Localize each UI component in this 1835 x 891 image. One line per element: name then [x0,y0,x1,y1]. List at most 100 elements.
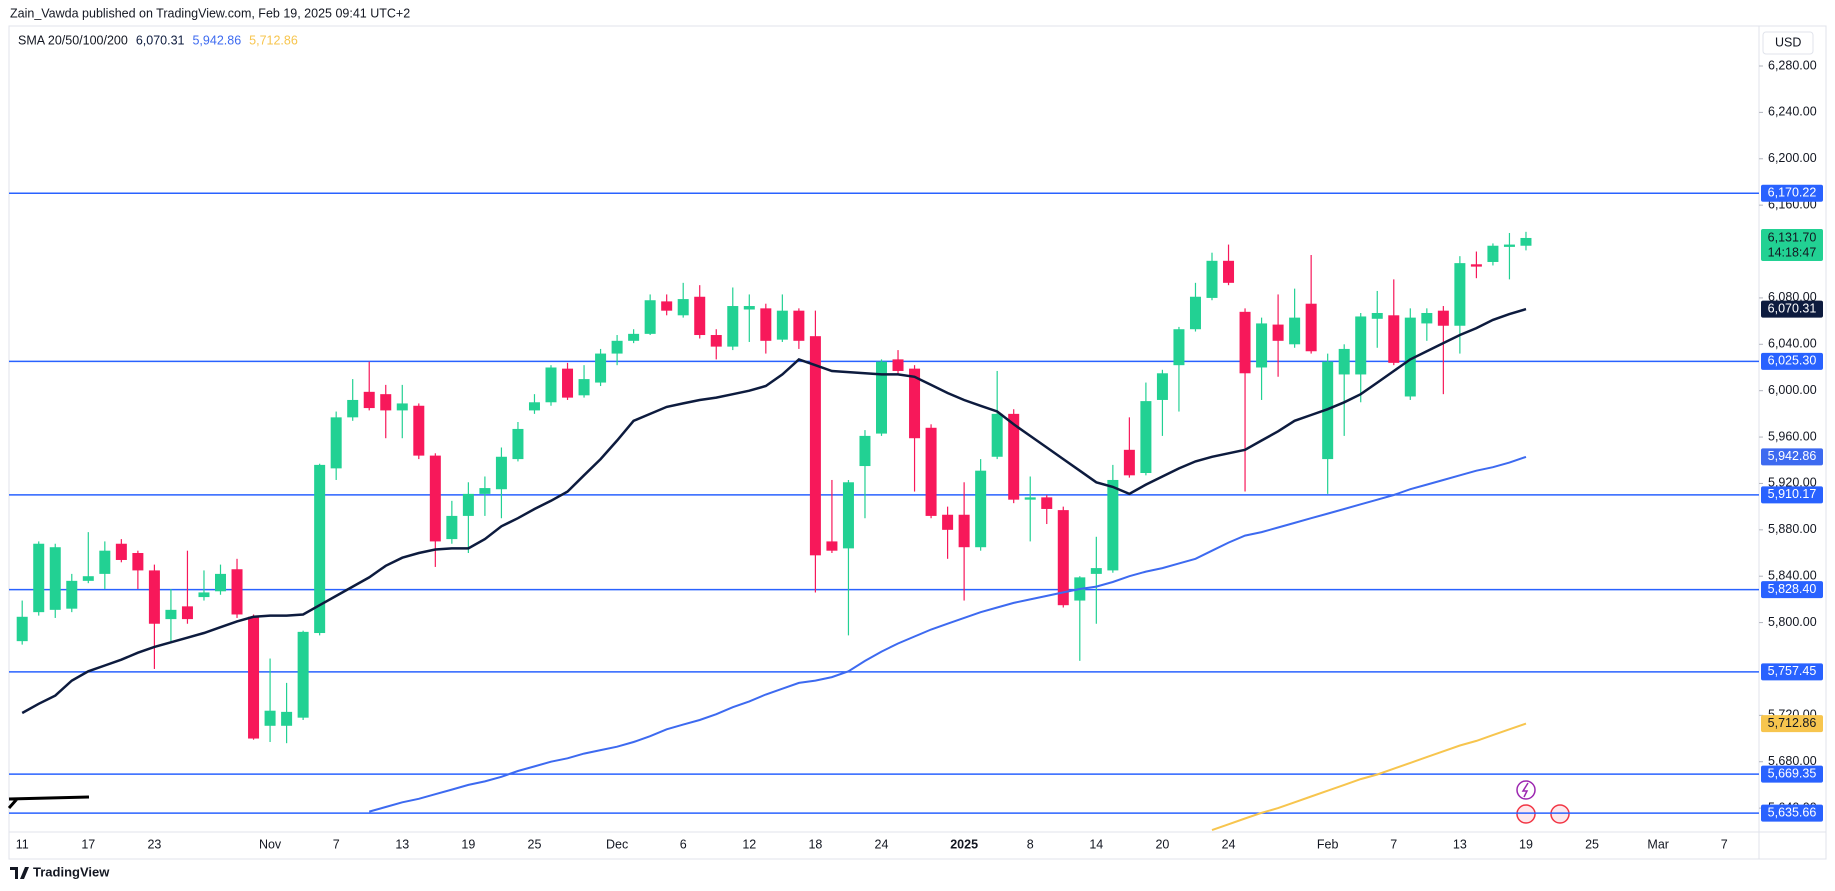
candle-body [314,464,326,634]
x-tick-label: 7 [333,837,340,851]
candle-body [1239,311,1251,374]
x-tick-label: 7 [1721,837,1728,851]
x-tick-label: 13 [395,837,409,851]
x-tick-label: Dec [606,837,628,851]
candle-body [1503,244,1515,247]
x-tick-label: 18 [808,837,822,851]
candle-body [677,299,689,316]
candle-body [1041,497,1053,509]
byline: Zain_Vawda published on TradingView.com,… [10,6,410,20]
candle-body [1404,317,1416,397]
y-tick-label: 6,280.00 [1768,58,1817,72]
candle-body [958,514,970,548]
candle-body [66,580,78,609]
candle-body [413,405,425,456]
candle-body [396,403,408,411]
candle-body [694,296,706,336]
candle-body [1388,315,1400,363]
candle-body [462,493,474,516]
candle-body [545,367,557,403]
candle-body [248,616,260,739]
candle-body [165,609,177,620]
candle-body [1487,245,1499,262]
candle-body [231,569,243,615]
candle-body [743,306,755,310]
x-tick-label: 14 [1089,837,1103,851]
frame [8,25,1827,860]
y-tick-label: 5,800.00 [1768,615,1817,629]
event-icon[interactable] [1516,780,1536,800]
candle-body [760,308,772,341]
x-tick-label: 7 [1390,837,1397,851]
x-tick-label: 24 [1222,837,1236,851]
sma-box [1761,715,1823,733]
candle-body [975,470,987,548]
legend-value: 6,070.31 [136,33,185,47]
candle-body [264,710,276,726]
candle-body [578,379,590,396]
candle-body [115,543,127,560]
candle-body [776,310,788,340]
candle-body [611,340,623,354]
candle-body [991,413,1003,457]
x-tick-label: 25 [528,837,542,851]
x-tick-label: 20 [1155,837,1169,851]
x-tick-label: 2025 [950,837,978,851]
x-tick-label: 17 [81,837,95,851]
candle-body [710,335,722,347]
candle-body [562,368,574,398]
candle-body [49,547,61,610]
candle-body [16,616,28,642]
candle-body [1520,237,1532,246]
legend-value: 5,942.86 [192,33,241,47]
sma-line [21,307,1527,715]
level-label: 5,910.17 [1768,487,1817,501]
x-tick-label: Nov [259,837,282,851]
price-box [1761,228,1823,261]
candle-body [1140,401,1152,474]
sma-box [1761,300,1823,318]
candle-body [33,543,45,613]
level-label: 5,757.45 [1768,664,1817,678]
brand-logo [10,867,29,879]
x-tick-label: 6 [680,837,687,851]
x-tick-label: Feb [1317,837,1339,851]
level-box [1761,486,1823,504]
event-icon[interactable] [1550,804,1570,824]
y-tick-label: 6,240.00 [1768,105,1817,119]
legend-value: 5,712.86 [249,33,298,47]
currency-box[interactable] [1762,31,1814,55]
candle-body [1454,263,1466,326]
candle-body [1371,312,1383,319]
candle-body [1173,329,1185,366]
candle-body [297,631,309,718]
x-tick-label: 23 [147,837,161,851]
candle-body [99,550,111,574]
candle-body [215,573,226,592]
candle-body [909,368,921,439]
candle-body [595,353,607,383]
candle-body [1206,260,1218,298]
level-box [1761,184,1823,202]
price-label: 6,131.70 [1768,230,1817,244]
candle-body [132,553,144,571]
candle-body [1272,324,1284,341]
candle-body [148,570,160,624]
candle-body [1305,303,1317,352]
candle-body [892,359,904,371]
y-tick-label: 5,840.00 [1768,569,1817,583]
plot [9,192,1759,832]
y-tick-label: 5,920.00 [1768,476,1817,490]
candle-body [1338,348,1350,375]
event-icon[interactable] [1516,804,1536,824]
candle-body [842,482,854,549]
candle-body [1421,312,1433,324]
level-label: 5,669.35 [1768,766,1817,780]
x-tick-label: 25 [1585,837,1599,851]
candle-body [363,391,375,409]
sma-label: 5,942.86 [1768,449,1817,463]
y-tick-label: 6,200.00 [1768,151,1817,165]
candle-body [1223,260,1235,283]
